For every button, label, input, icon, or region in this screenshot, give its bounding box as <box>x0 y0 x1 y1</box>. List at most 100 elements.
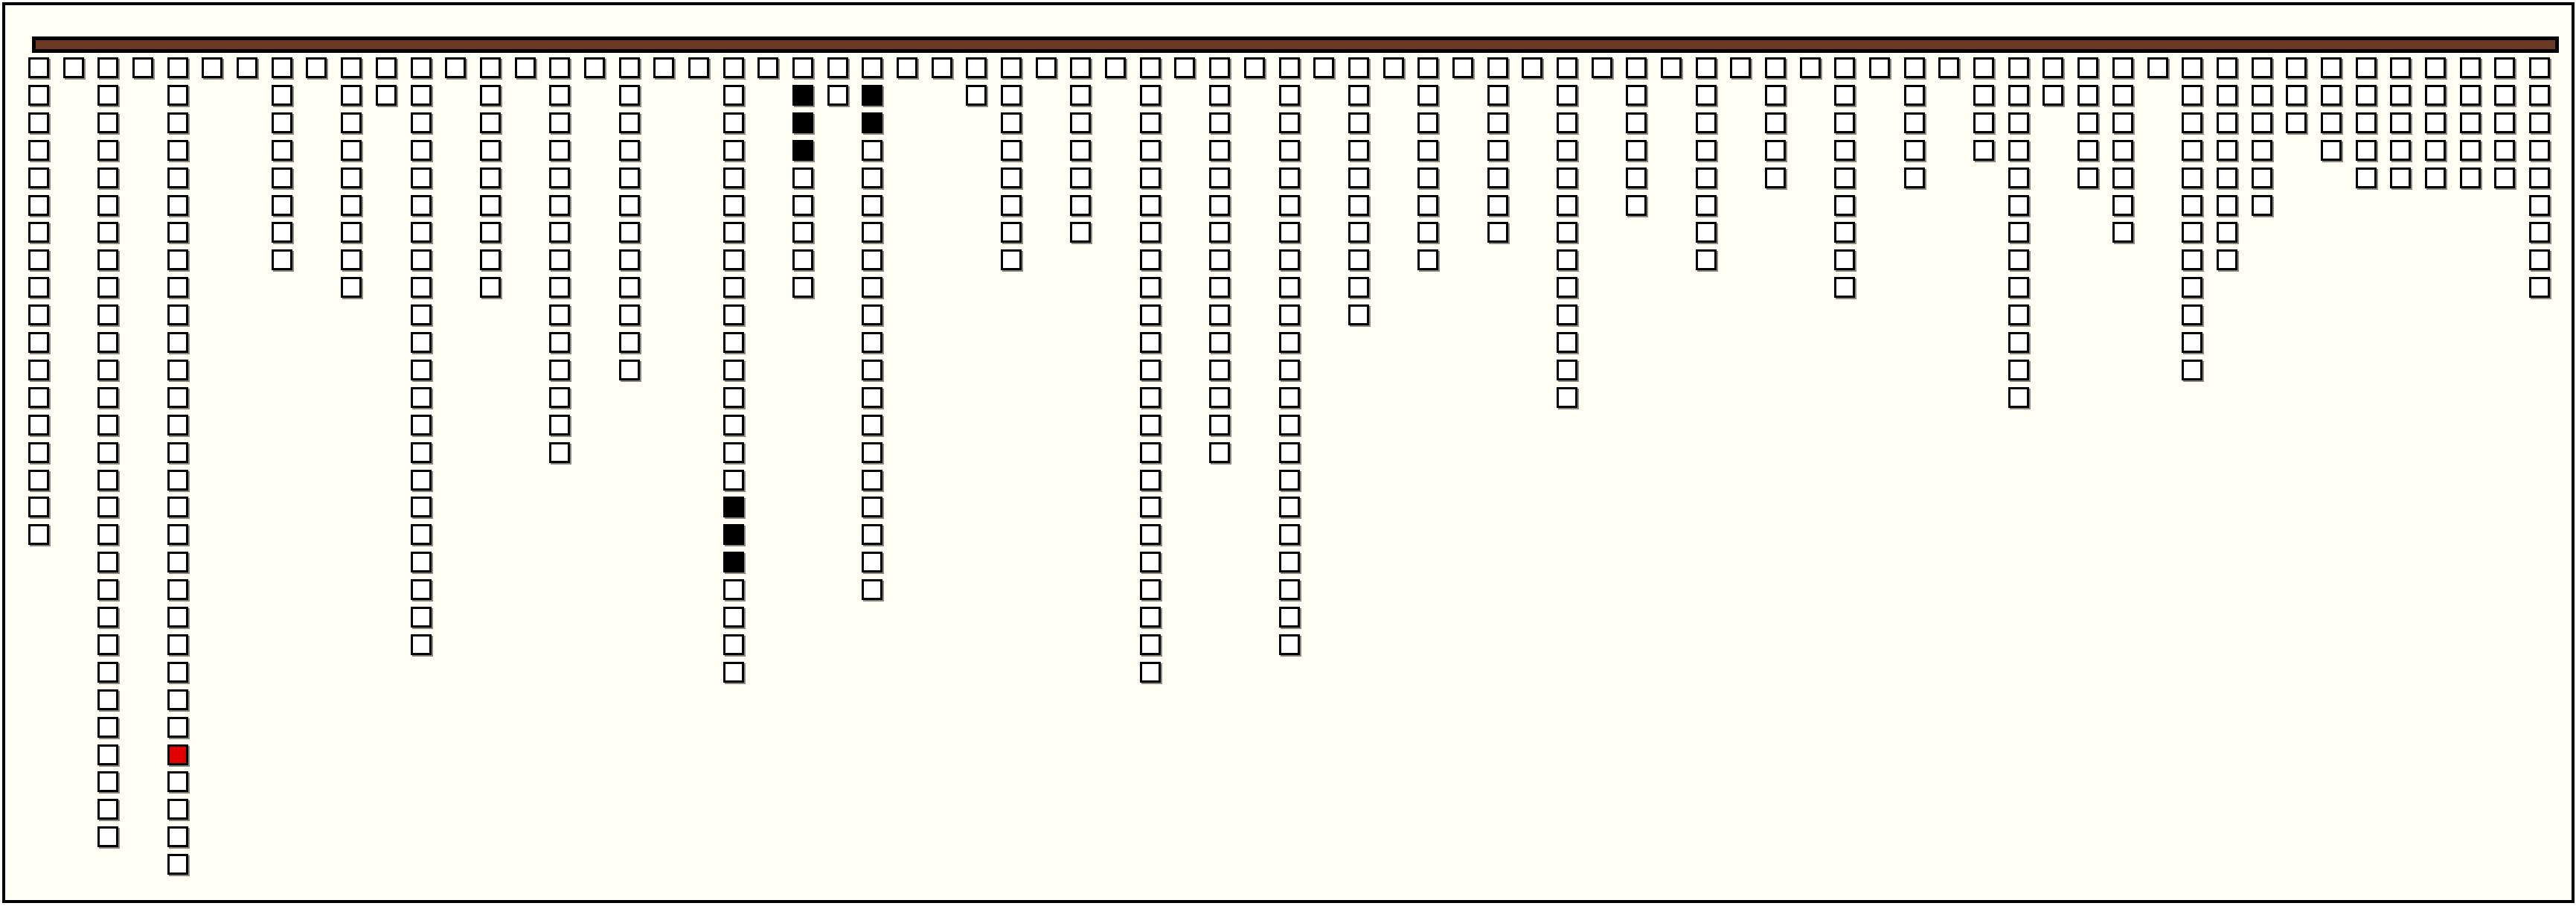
cell[interactable] <box>167 441 188 463</box>
cell[interactable] <box>1139 386 1161 408</box>
cell[interactable] <box>1278 634 1300 655</box>
cell[interactable] <box>1765 112 1786 133</box>
cell[interactable] <box>1139 441 1161 463</box>
cell[interactable] <box>97 304 119 326</box>
cell[interactable] <box>28 194 49 216</box>
cell[interactable] <box>1209 441 1231 463</box>
cell[interactable] <box>723 249 744 271</box>
cell[interactable] <box>2494 57 2516 78</box>
cell[interactable] <box>97 194 119 216</box>
cell[interactable] <box>1834 167 1856 188</box>
cell[interactable] <box>2459 57 2481 78</box>
cell[interactable] <box>97 826 119 848</box>
cell[interactable] <box>1035 57 1057 78</box>
cell[interactable] <box>1278 359 1300 380</box>
cell[interactable] <box>271 222 292 243</box>
cell[interactable] <box>28 359 49 380</box>
cell[interactable] <box>410 139 432 161</box>
cell[interactable] <box>1278 332 1300 353</box>
cell[interactable] <box>1973 139 1995 161</box>
cell[interactable] <box>1834 139 1856 161</box>
cell[interactable] <box>862 441 883 463</box>
cell[interactable] <box>479 167 501 188</box>
cell[interactable] <box>2459 167 2481 188</box>
cell[interactable] <box>723 139 744 161</box>
cell[interactable] <box>1278 524 1300 546</box>
cell[interactable] <box>2529 277 2550 299</box>
cell[interactable] <box>2529 57 2550 78</box>
filled-cell[interactable] <box>723 552 744 573</box>
cell[interactable] <box>1139 277 1161 299</box>
cell[interactable] <box>1834 249 1856 271</box>
cell[interactable] <box>1139 524 1161 546</box>
cell[interactable] <box>1209 249 1231 271</box>
cell[interactable] <box>1209 167 1231 188</box>
cell[interactable] <box>1278 277 1300 299</box>
cell[interactable] <box>2459 139 2481 161</box>
cell[interactable] <box>827 84 848 106</box>
cell[interactable] <box>2251 84 2272 106</box>
cell[interactable] <box>549 359 571 380</box>
cell[interactable] <box>1209 222 1231 243</box>
cell[interactable] <box>341 194 362 216</box>
cell[interactable] <box>1139 112 1161 133</box>
cell[interactable] <box>341 84 362 106</box>
cell[interactable] <box>97 607 119 628</box>
cell[interactable] <box>2424 57 2446 78</box>
cell[interactable] <box>2008 112 2029 133</box>
cell[interactable] <box>2008 222 2029 243</box>
cell[interactable] <box>723 441 744 463</box>
cell[interactable] <box>2494 167 2516 188</box>
cell[interactable] <box>1487 167 1508 188</box>
filled-cell[interactable] <box>862 84 883 106</box>
cell[interactable] <box>1070 167 1092 188</box>
cell[interactable] <box>28 139 49 161</box>
cell[interactable] <box>1139 249 1161 271</box>
cell[interactable] <box>2424 84 2446 106</box>
cell[interactable] <box>410 359 432 380</box>
cell[interactable] <box>28 497 49 518</box>
cell[interactable] <box>2529 222 2550 243</box>
cell[interactable] <box>1209 277 1231 299</box>
cell[interactable] <box>1001 249 1022 271</box>
cell[interactable] <box>1695 249 1717 271</box>
cell[interactable] <box>966 84 987 106</box>
cell[interactable] <box>862 277 883 299</box>
cell[interactable] <box>2182 249 2203 271</box>
cell[interactable] <box>862 359 883 380</box>
cell[interactable] <box>1903 112 1925 133</box>
cell[interactable] <box>549 194 571 216</box>
cell[interactable] <box>479 112 501 133</box>
cell[interactable] <box>2529 167 2550 188</box>
cell[interactable] <box>1487 222 1508 243</box>
cell[interactable] <box>410 194 432 216</box>
cell[interactable] <box>1695 167 1717 188</box>
cell[interactable] <box>862 57 883 78</box>
cell[interactable] <box>2251 57 2272 78</box>
cell[interactable] <box>410 222 432 243</box>
cell[interactable] <box>1973 84 1995 106</box>
cell[interactable] <box>2286 112 2307 133</box>
cell[interactable] <box>1139 607 1161 628</box>
cell[interactable] <box>1278 249 1300 271</box>
cell[interactable] <box>1139 579 1161 601</box>
cell[interactable] <box>167 359 188 380</box>
cell[interactable] <box>723 112 744 133</box>
cell[interactable] <box>1417 84 1439 106</box>
cell[interactable] <box>28 304 49 326</box>
cell[interactable] <box>479 277 501 299</box>
cell[interactable] <box>618 112 640 133</box>
cell[interactable] <box>2355 57 2377 78</box>
cell[interactable] <box>1209 386 1231 408</box>
cell[interactable] <box>583 57 605 78</box>
cell[interactable] <box>167 277 188 299</box>
cell[interactable] <box>1556 386 1577 408</box>
cell[interactable] <box>97 469 119 491</box>
cell[interactable] <box>2182 194 2203 216</box>
cell[interactable] <box>271 112 292 133</box>
cell[interactable] <box>1139 167 1161 188</box>
cell[interactable] <box>1278 84 1300 106</box>
cell[interactable] <box>1487 194 1508 216</box>
cell[interactable] <box>2320 112 2342 133</box>
cell[interactable] <box>2424 167 2446 188</box>
